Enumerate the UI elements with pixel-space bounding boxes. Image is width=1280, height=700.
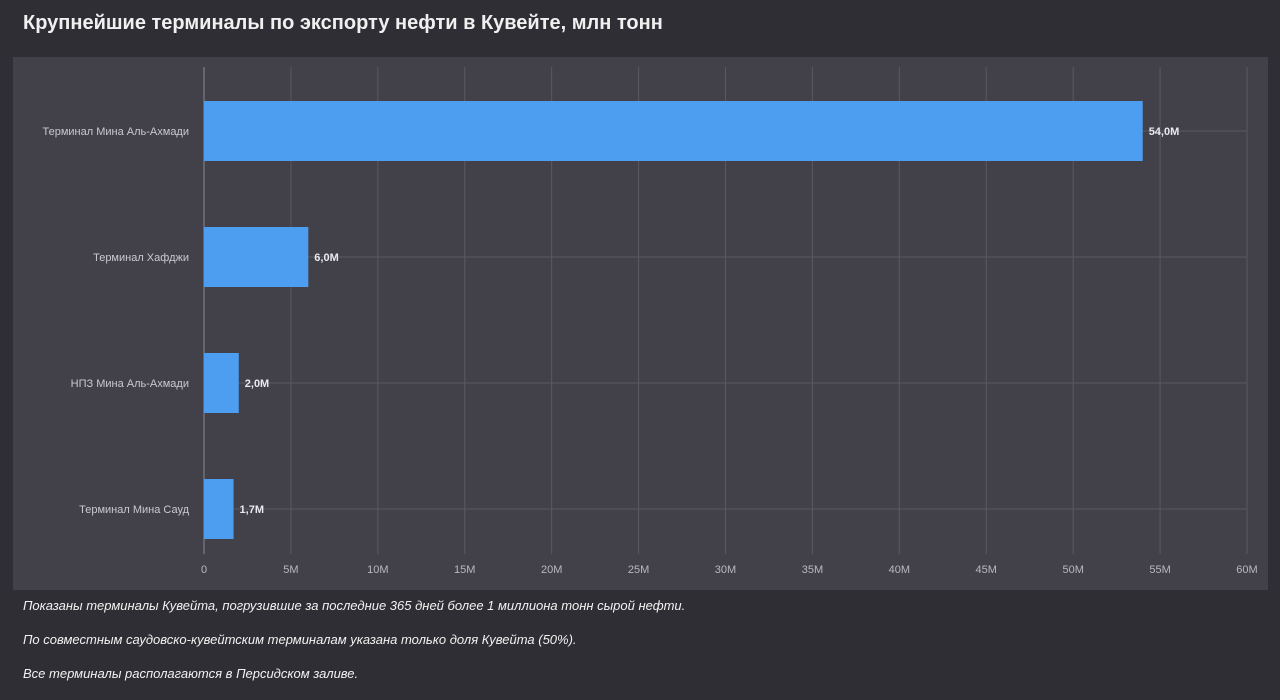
data-label: 2,0M <box>245 378 269 390</box>
x-tick-label: 35M <box>802 564 823 576</box>
bar <box>204 101 1143 161</box>
x-tick-label: 5M <box>283 564 298 576</box>
data-label: 1,7M <box>240 504 264 516</box>
footnotes: Показаны терминалы Кувейта, погрузившие … <box>23 598 685 700</box>
chart-panel: 0 5M 10M 15M 20M 25M 30M 35M 40M 45M 50M 55M 60M Терм… <box>13 57 1268 590</box>
data-label: 6,0M <box>314 252 338 264</box>
category-label: Терминал Мина Сауд <box>79 504 189 516</box>
x-tick-label: 20M <box>541 564 562 576</box>
x-tick-label: 10M <box>367 564 388 576</box>
data-label: 54,0M <box>1149 126 1180 138</box>
category-label: Терминал Мина Аль-Ахмади <box>43 126 190 138</box>
x-tick-label: 40M <box>889 564 910 576</box>
category-label: НПЗ Мина Аль-Ахмади <box>71 378 189 390</box>
x-tick-label: 0 <box>201 564 207 576</box>
bar <box>204 227 309 287</box>
label-layer: 0 5M 10M 15M 20M 25M 30M 35M 40M 45M 50M 55M 60M Терм… <box>43 126 1258 576</box>
x-tick-label: 60M <box>1236 564 1257 576</box>
footnote: Все терминалы располагаются в Персидском… <box>23 666 359 681</box>
x-tick-label: 30M <box>715 564 736 576</box>
x-tick-label: 45M <box>976 564 997 576</box>
category-label: Терминал Хафджи <box>93 252 189 264</box>
bar-layer <box>204 101 1143 539</box>
footnote: Показаны терминалы Кувейта, погрузившие … <box>23 598 686 613</box>
x-tick-label: 15M <box>454 564 475 576</box>
chart-title: Крупнейшие терминалы по экспорту нефти в… <box>23 12 663 34</box>
bar <box>204 353 239 413</box>
bar <box>204 479 234 539</box>
x-tick-label: 50M <box>1062 564 1083 576</box>
x-tick-label: 55M <box>1149 564 1170 576</box>
footnote: По совместным саудовско-кувейтским терми… <box>23 632 577 647</box>
x-tick-label: 25M <box>628 564 649 576</box>
bar-chart: 0 5M 10M 15M 20M 25M 30M 35M 40M 45M 50M 55M 60M Терм… <box>43 67 1258 576</box>
